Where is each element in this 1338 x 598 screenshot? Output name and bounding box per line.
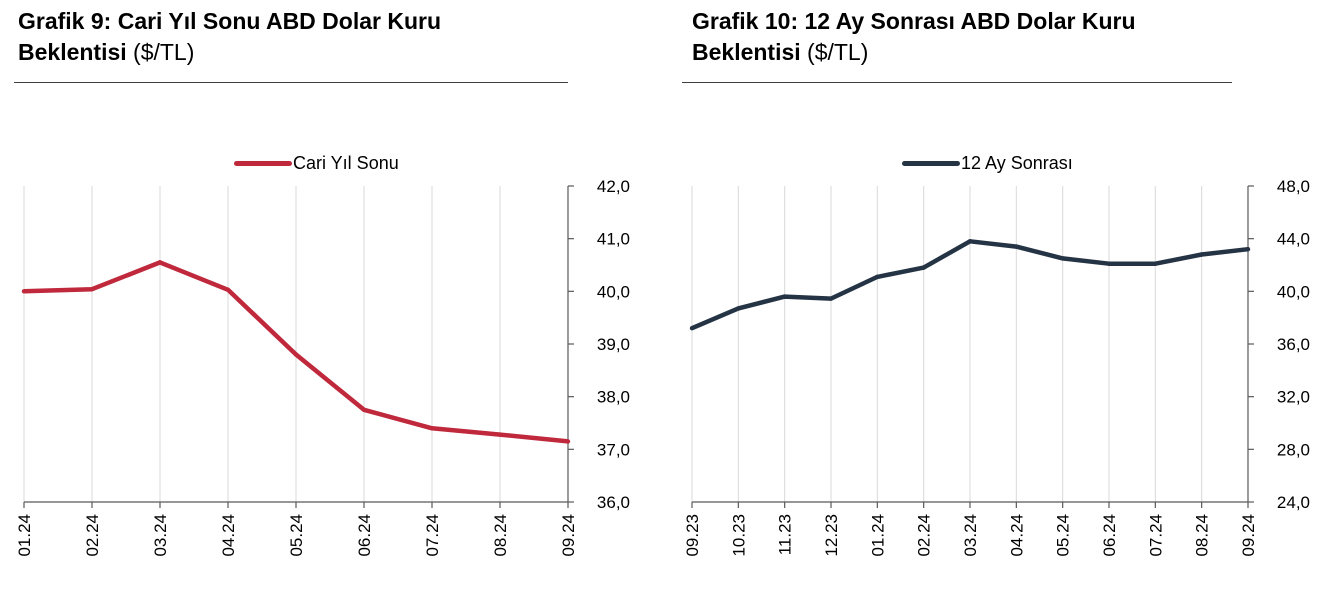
data-point — [293, 352, 299, 357]
data-point — [89, 287, 95, 292]
chart-title: Grafik 9: Cari Yıl Sonu ABD Dolar Kuru B… — [18, 6, 441, 68]
x-tick-label: 06.24 — [1100, 514, 1119, 557]
data-point — [565, 439, 571, 444]
x-tick-label: 04.24 — [1007, 514, 1026, 557]
chart-title-unit: ($/TL) — [133, 39, 195, 65]
data-point — [1014, 244, 1019, 249]
y-tick-label: 32,0 — [1277, 388, 1310, 407]
chart-legend: Cari Yıl Sonu — [234, 152, 399, 174]
legend-label: 12 Ay Sonrası — [961, 152, 1073, 173]
x-tick-label: 08.24 — [1193, 514, 1212, 557]
x-tick-label: 04.24 — [219, 514, 238, 557]
data-point — [225, 287, 231, 292]
chart-title-line-2: Beklentisi — [692, 39, 801, 65]
title-divider — [682, 82, 1232, 83]
y-tick-label: 37,0 — [597, 440, 630, 459]
data-point — [689, 326, 695, 331]
vertical-gridlines — [23, 186, 569, 502]
chart-title-line-1: Grafik 9: Cari Yıl Sonu ABD Dolar Kuru — [18, 8, 442, 34]
y-tick-label: 39,0 — [597, 335, 630, 354]
x-tick-label: 09.24 — [1239, 514, 1258, 557]
data-point — [21, 289, 27, 294]
y-tick-label: 28,0 — [1277, 440, 1310, 459]
series-points — [689, 239, 1251, 331]
y-tick-label: 40,0 — [597, 282, 630, 301]
legend-label: Cari Yıl Sonu — [293, 152, 399, 173]
y-tick-label: 42,0 — [597, 177, 630, 196]
y-tick-label: 36,0 — [597, 493, 630, 512]
y-tick-label: 44,0 — [1277, 230, 1310, 249]
chart-panel-cari-yil-sonu: Grafik 9: Cari Yıl Sonu ABD Dolar Kuru B… — [0, 0, 640, 598]
x-tick-label: 09.24 — [559, 514, 578, 557]
data-point — [1199, 252, 1204, 257]
chart-title-line-2: Beklentisi — [18, 39, 127, 65]
data-point — [736, 306, 741, 311]
data-point — [157, 260, 163, 265]
data-point — [361, 407, 367, 413]
data-point — [875, 274, 880, 280]
x-tick-label: 02.24 — [915, 514, 934, 557]
x-tick-label: 10.23 — [729, 514, 748, 557]
x-tick-label: 07.24 — [1146, 514, 1165, 557]
x-tick-label: 09.23 — [683, 514, 702, 557]
chart-title-line-1: Grafik 10: 12 Ay Sonrası ABD Dolar Kuru — [692, 8, 1136, 34]
x-tick-label: 02.24 — [83, 514, 102, 557]
data-point — [1153, 261, 1158, 266]
chart-panel-12-ay-sonrasi: Grafik 10: 12 Ay Sonrası ABD Dolar Kuru … — [672, 0, 1338, 598]
x-tick-label: 05.24 — [287, 514, 306, 557]
x-tick-label: 03.24 — [961, 514, 980, 557]
chart-title-unit: ($/TL) — [807, 39, 869, 65]
x-tick-label: 06.24 — [355, 514, 374, 557]
data-point — [1060, 256, 1065, 261]
x-tick-label: 03.24 — [151, 514, 170, 557]
y-tick-label: 40,0 — [1277, 282, 1310, 301]
title-divider — [14, 82, 568, 83]
chart-title: Grafik 10: 12 Ay Sonrası ABD Dolar Kuru … — [692, 6, 1136, 68]
data-point — [967, 239, 973, 244]
x-tick-label: 11.23 — [776, 514, 795, 555]
data-point — [828, 296, 834, 301]
data-point — [429, 426, 435, 431]
chart-legend: 12 Ay Sonrası — [902, 152, 1073, 174]
data-point — [497, 432, 503, 437]
data-point — [921, 265, 926, 270]
y-tick-label: 41,0 — [597, 230, 630, 249]
data-point — [1106, 261, 1112, 266]
y-tick-label: 38,0 — [597, 388, 630, 407]
legend-line-swatch — [234, 160, 292, 166]
line-chart-cari-yil-sonu: 01.24 02.24 03.24 04.24 05.24 06.24 07.24 08.24… — [15, 177, 630, 557]
series-points — [21, 260, 571, 444]
vertical-gridlines — [691, 186, 1249, 502]
x-tick-label: 01.24 — [15, 514, 34, 557]
x-tick-label: 05.24 — [1054, 514, 1073, 557]
x-tick-label: 01.24 — [868, 514, 887, 557]
y-tick-label: 24,0 — [1277, 493, 1310, 512]
x-tick-label: 07.24 — [423, 514, 442, 557]
data-point — [782, 294, 787, 299]
x-tick-label: 12.23 — [822, 514, 841, 557]
x-tick-label: 08.24 — [491, 514, 510, 557]
y-tick-label: 48,0 — [1277, 177, 1310, 196]
data-point — [1245, 247, 1251, 252]
line-chart-12-ay-sonrasi: 09.23 10.23 11.23 12.23 01.24 02.24 03.24 04.24… — [683, 177, 1310, 557]
legend-line-swatch — [902, 160, 960, 166]
y-tick-label: 36,0 — [1277, 335, 1310, 354]
